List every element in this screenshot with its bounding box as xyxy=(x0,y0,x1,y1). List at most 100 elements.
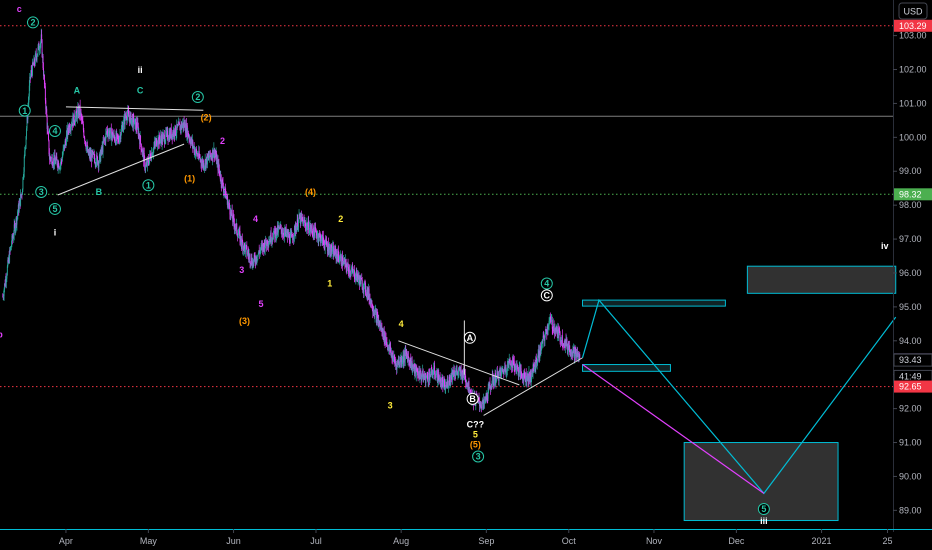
trendline[interactable] xyxy=(57,143,185,196)
candle-body xyxy=(68,130,70,132)
candle-body xyxy=(283,235,285,237)
candle-body xyxy=(497,371,499,380)
target-zone-box[interactable] xyxy=(582,364,671,372)
candle-body xyxy=(170,128,172,138)
wave-label: b xyxy=(0,329,3,339)
projection-line[interactable] xyxy=(582,364,765,494)
candle-body xyxy=(452,370,453,380)
candle-body xyxy=(468,392,470,395)
candle-body xyxy=(230,210,232,214)
candle-body xyxy=(14,224,16,232)
candle-body xyxy=(529,377,531,380)
candle-body xyxy=(245,245,246,253)
candle-body xyxy=(386,344,388,346)
candle-body xyxy=(392,355,394,362)
candle-body xyxy=(552,328,554,330)
candle-body xyxy=(51,157,53,166)
candle-body xyxy=(515,365,517,368)
target-zone-box[interactable] xyxy=(582,299,726,307)
candle-body xyxy=(390,352,392,354)
wave-label: B xyxy=(469,394,476,404)
candle-body xyxy=(285,228,287,234)
trendline[interactable] xyxy=(483,357,583,416)
candle-body xyxy=(166,130,168,132)
candle-body xyxy=(501,368,503,370)
candle-body xyxy=(152,153,154,155)
candle-body xyxy=(403,354,404,363)
currency-label: USD xyxy=(903,7,923,17)
candle-body xyxy=(443,380,445,382)
candle-body xyxy=(410,366,412,368)
candle-body xyxy=(294,225,296,227)
candle-body xyxy=(417,375,419,377)
candle-body xyxy=(188,136,190,139)
candle-body xyxy=(259,252,261,254)
candle-body xyxy=(453,370,455,376)
candle-body xyxy=(119,134,121,140)
candle-body xyxy=(91,153,93,162)
trendline[interactable] xyxy=(398,340,520,386)
candle-body xyxy=(393,356,395,360)
candle-body xyxy=(168,139,169,141)
candle-body xyxy=(508,359,510,364)
price-axis[interactable]: 89.0090.0091.0092.0093.0094.0095.0096.00… xyxy=(893,31,927,516)
candle-body xyxy=(578,354,580,359)
candle-body xyxy=(123,119,125,128)
projection-path[interactable] xyxy=(581,298,897,495)
candle-body xyxy=(88,153,90,155)
candle-body xyxy=(231,209,233,214)
candle-body xyxy=(103,140,104,143)
candle-body xyxy=(523,370,525,382)
candle-body xyxy=(334,248,336,256)
currency-button[interactable]: USD xyxy=(898,2,928,20)
price-tick-label: 97.00 xyxy=(899,234,922,244)
candle-body xyxy=(241,238,243,245)
candle-body xyxy=(451,372,452,378)
candle-body xyxy=(262,243,264,250)
target-zone-box[interactable] xyxy=(746,265,897,294)
wave-label-circle xyxy=(26,16,39,29)
candle-body xyxy=(127,110,129,113)
candle-body xyxy=(160,135,162,140)
candle-body xyxy=(408,356,409,358)
candle-body xyxy=(297,226,299,230)
candle-body xyxy=(278,226,280,228)
candle-body xyxy=(324,243,326,249)
candle-body xyxy=(508,363,510,367)
candle-body xyxy=(24,148,26,151)
candle-body xyxy=(234,228,236,229)
candle-body xyxy=(128,116,130,118)
candle-body xyxy=(12,237,14,238)
candle-body xyxy=(274,231,276,238)
candle-body xyxy=(546,333,548,335)
price-tag-label: 98.32 xyxy=(899,189,922,199)
candle-body xyxy=(365,293,367,295)
trendline[interactable] xyxy=(65,106,204,111)
candle-body xyxy=(539,346,541,358)
candle-body xyxy=(191,140,193,144)
candle-body xyxy=(4,283,6,286)
candle-body xyxy=(430,368,432,377)
candle-body xyxy=(226,197,228,200)
candle-body xyxy=(185,124,187,136)
candle-body xyxy=(496,370,498,376)
candle-body xyxy=(217,159,219,171)
wave-label: B xyxy=(96,187,103,197)
candle-body xyxy=(213,148,215,155)
candle-body xyxy=(157,138,159,145)
candle-body xyxy=(120,134,122,140)
candle-body xyxy=(132,115,134,118)
candle-body xyxy=(565,339,567,347)
candle-body xyxy=(311,226,313,230)
candle-body xyxy=(256,259,258,261)
candle-body xyxy=(114,140,116,144)
candle-body xyxy=(512,357,514,361)
candle-body xyxy=(98,162,100,167)
candle-body xyxy=(571,352,573,357)
candle-body xyxy=(455,372,457,376)
candle-body xyxy=(485,394,487,398)
time-axis[interactable]: Apr May Jun Jul Aug Sep Oct Nov Dec 2021 25 xyxy=(59,529,893,546)
candle-body xyxy=(251,264,253,268)
candle-body xyxy=(329,246,331,255)
